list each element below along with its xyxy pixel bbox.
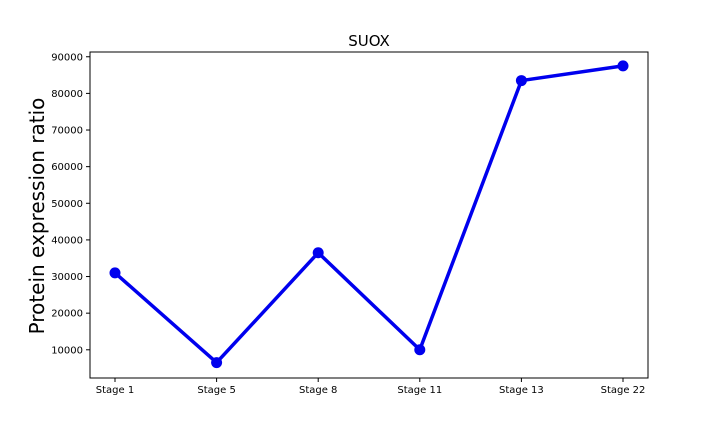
y-tick-label: 90000: [51, 52, 83, 63]
y-axis-label: Protein expression ratio: [25, 98, 49, 335]
plot-area-frame: [89, 51, 649, 379]
data-point: [109, 267, 121, 279]
axis-ticks: 10000 20000 30000 40000 50000 60000 70000 80000…: [51, 52, 645, 396]
y-tick-label: 60000: [51, 162, 83, 173]
series-line: [113, 64, 624, 365]
y-tick-label: 10000: [51, 345, 83, 356]
data-marks: [109, 60, 629, 369]
y-tick-label: 80000: [51, 89, 83, 100]
data-point: [312, 247, 324, 259]
x-tick-label: Stage 1: [96, 385, 134, 396]
y-tick-label: 50000: [51, 199, 83, 210]
y-tick-label: 30000: [51, 272, 83, 283]
x-tick-label: Stage 22: [601, 385, 646, 396]
x-tick-label: Stage 13: [499, 385, 544, 396]
data-point: [414, 344, 426, 356]
x-tick-label: Stage 11: [397, 385, 442, 396]
data-point: [617, 60, 629, 72]
y-tick-label: 70000: [51, 126, 83, 137]
data-point: [515, 75, 527, 87]
y-tick-label: 40000: [51, 235, 83, 246]
x-tick-label: Stage 5: [197, 385, 235, 396]
x-tick-label: Stage 8: [299, 385, 337, 396]
data-point: [211, 357, 223, 369]
y-tick-label: 20000: [51, 309, 83, 320]
chart-title: SUOX: [348, 32, 390, 50]
